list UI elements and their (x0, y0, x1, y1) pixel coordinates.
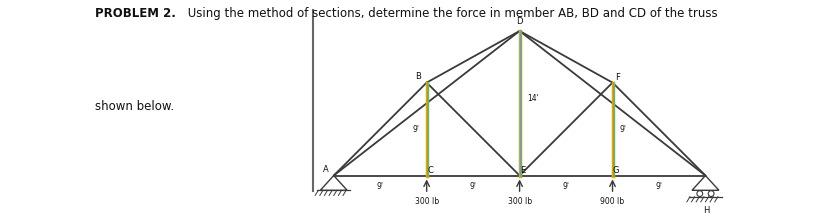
Text: Using the method of sections, determine the force in member AB, BD and CD of the: Using the method of sections, determine … (184, 7, 716, 20)
Text: 900 lb: 900 lb (600, 197, 624, 206)
Text: G: G (612, 166, 619, 174)
Text: H: H (702, 206, 709, 215)
Text: shown below.: shown below. (95, 100, 174, 113)
Text: A: A (323, 165, 328, 174)
Text: F: F (614, 73, 619, 81)
Text: 9': 9' (655, 182, 662, 191)
Text: B: B (415, 72, 421, 81)
Text: PROBLEM 2.: PROBLEM 2. (95, 7, 176, 20)
Text: 9': 9' (412, 125, 419, 134)
Text: 9': 9' (376, 182, 383, 191)
Text: 9': 9' (619, 125, 626, 134)
Text: D: D (516, 17, 522, 26)
Text: 14': 14' (526, 94, 538, 103)
Text: C: C (427, 166, 433, 174)
Text: 300 lb: 300 lb (414, 197, 438, 206)
Text: 300 lb: 300 lb (507, 197, 531, 206)
Text: E: E (520, 166, 525, 174)
Text: 9': 9' (469, 182, 476, 191)
Text: 9': 9' (562, 182, 569, 191)
